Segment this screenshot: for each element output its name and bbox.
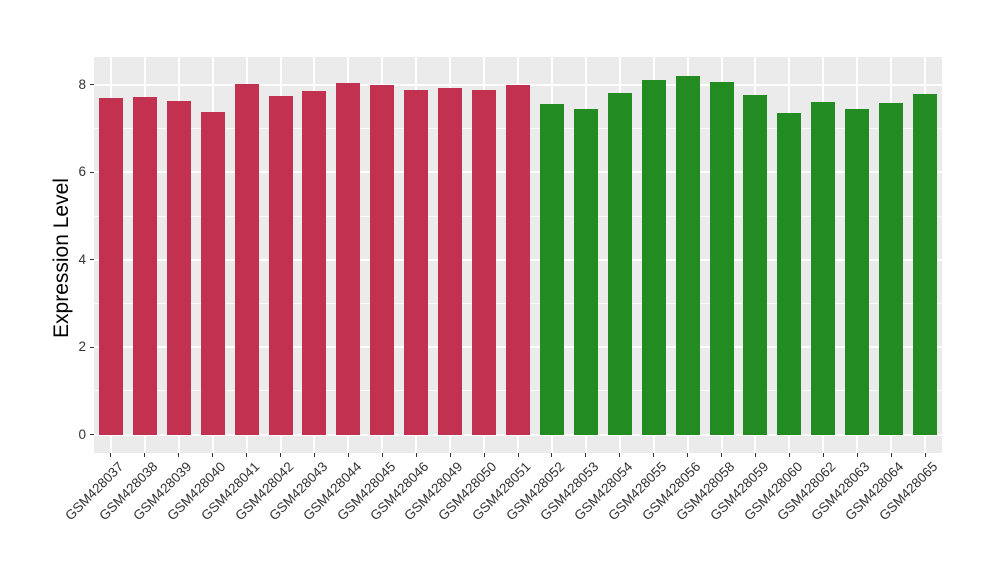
bar <box>438 88 463 435</box>
x-tick-mark <box>890 453 892 457</box>
x-tick-mark <box>687 453 689 457</box>
bar <box>675 76 700 435</box>
x-tick-mark <box>653 453 655 457</box>
y-tick-mark <box>90 434 94 435</box>
x-tick-mark <box>754 453 756 457</box>
bar <box>607 92 632 435</box>
bar <box>234 84 259 435</box>
bar <box>709 82 734 435</box>
x-tick-mark <box>585 453 587 457</box>
y-tick-mark <box>90 171 94 173</box>
x-tick-mark <box>212 453 214 457</box>
x-tick-mark <box>856 453 858 457</box>
x-tick-mark <box>822 453 824 457</box>
x-tick-mark <box>449 453 451 457</box>
bar <box>913 93 938 435</box>
major-gridline <box>94 433 942 436</box>
x-tick-mark <box>144 453 146 457</box>
x-tick-mark <box>551 453 553 457</box>
bar <box>132 97 157 435</box>
bar <box>336 83 361 435</box>
bar <box>302 91 327 435</box>
bar <box>200 112 225 435</box>
x-tick-mark <box>721 453 723 457</box>
bar <box>98 98 123 435</box>
y-tick-label: 4 <box>78 251 86 267</box>
bar <box>472 89 497 435</box>
major-gridline <box>94 83 942 86</box>
bar <box>506 84 530 435</box>
bar <box>811 101 836 435</box>
x-tick-mark <box>788 453 790 457</box>
x-tick-mark <box>381 453 383 457</box>
bar <box>166 100 191 435</box>
bar <box>268 95 293 435</box>
bar <box>539 103 564 435</box>
x-tick-mark <box>924 453 926 457</box>
bar <box>370 85 395 435</box>
bar <box>743 94 768 435</box>
x-tick-mark <box>483 453 485 457</box>
bar <box>641 80 666 435</box>
y-tick-mark <box>90 346 94 348</box>
y-tick-label: 2 <box>78 339 86 355</box>
y-tick-mark <box>90 259 94 261</box>
x-tick-mark <box>246 453 248 457</box>
x-tick-mark <box>178 453 180 457</box>
x-tick-mark <box>619 453 621 457</box>
y-tick-mark <box>90 84 94 86</box>
x-tick-mark <box>110 453 112 457</box>
x-tick-mark <box>313 453 315 457</box>
x-tick-mark <box>517 453 519 457</box>
x-tick-mark <box>280 453 282 457</box>
x-tick-mark <box>415 453 417 457</box>
bar <box>573 109 598 435</box>
y-tick-label: 8 <box>78 76 86 92</box>
bar <box>777 112 802 435</box>
y-tick-label: 6 <box>78 164 86 180</box>
x-tick-mark <box>347 453 349 457</box>
bar <box>404 90 429 435</box>
bar <box>845 108 870 435</box>
bar <box>879 102 904 435</box>
y-tick-label: 0 <box>78 426 86 442</box>
plot-panel <box>94 57 942 453</box>
